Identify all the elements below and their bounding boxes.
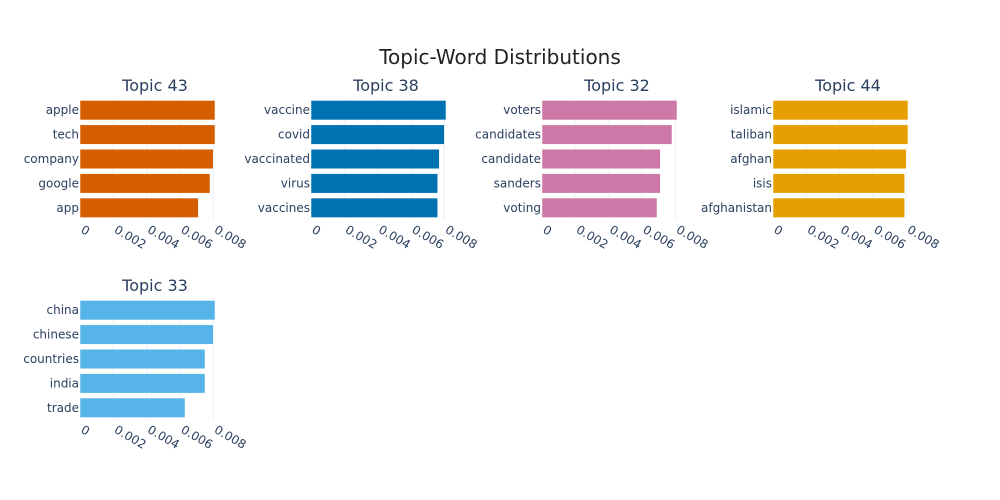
bar-virus [310,173,438,194]
x-tick-label: 0.004 [838,222,875,251]
category-label: india [50,376,79,390]
x-tick-label: 0.008 [905,222,942,251]
x-tick-label: 0.008 [212,222,249,251]
x-tick-label: 0.002 [343,222,380,251]
subplot-title: Topic 43 [121,76,188,95]
category-label: afghanistan [701,201,772,215]
bar-candidate [541,148,661,170]
figure-title: Topic-Word Distributions [378,45,621,69]
x-tick-label: 0.008 [443,222,480,251]
category-label: candidate [481,152,541,166]
x-tick-label: 0.002 [112,222,149,251]
category-label: virus [281,176,310,190]
x-tick-label: 0.006 [179,422,216,451]
bar-app [79,197,199,218]
bar-isis [772,173,905,194]
bar-vaccinated [310,148,440,170]
category-label: app [56,201,79,215]
subplot-2: Topic 38 vaccine covid vaccinated virus vacci… [244,76,479,252]
x-tick-label: 0.004 [145,222,182,251]
x-tick-label: 0.006 [872,222,909,251]
x-tick-label: 0 [541,222,555,238]
bar-sanders [541,173,661,194]
subplot-3: Topic 32 voters candidates candidate sanders… [475,76,710,252]
category-label: trade [47,401,79,415]
x-tick-label: 0 [79,222,93,238]
x-tick-label: 0.002 [574,222,611,251]
subplot-title: Topic 33 [121,276,188,295]
x-tick-label: 0.004 [607,222,644,251]
category-label: voters [503,103,541,117]
x-tick-label: 0.006 [641,222,678,251]
bar-covid [310,124,445,145]
category-label: apple [46,103,79,117]
category-label: sanders [494,176,541,190]
category-label: taliban [731,128,772,142]
category-label: vaccinated [244,152,310,166]
bar-taliban [772,124,909,145]
category-label: candidates [475,128,541,142]
x-tick-label: 0 [772,222,786,238]
category-label: google [38,176,79,190]
bar-candidates [541,124,673,145]
x-tick-label: 0.008 [674,222,711,251]
category-label: vaccines [258,201,310,215]
category-label: voting [503,201,541,215]
bar-india [79,373,206,394]
x-tick-label: 0.004 [145,422,182,451]
bar-islamic [772,100,909,121]
category-label: covid [278,128,310,142]
bar-company [79,148,214,170]
bar-voting [541,197,658,218]
x-tick-label: 0.006 [410,222,447,251]
category-label: countries [23,352,79,366]
x-tick-label: 0.002 [112,422,149,451]
x-tick-label: 0.004 [376,222,413,251]
bar-tech [79,124,216,145]
category-label: islamic [730,103,772,117]
subplot-5: Topic 33chinachinesecountriesindiatrade0… [23,276,248,452]
bar-apple [79,100,216,121]
category-label: vaccine [264,103,310,117]
bar-voters [541,100,678,121]
category-label: afghan [730,152,772,166]
subplot-4: Topic 44 islamic taliban afghan isis afghanis… [701,76,942,252]
subplot-title: Topic 44 [814,76,881,95]
bar-china [79,300,216,321]
x-tick-label: 0.002 [805,222,842,251]
bar-vaccines [310,197,438,218]
x-tick-label: 0 [79,422,93,438]
category-label: tech [53,128,79,142]
subplot-title: Topic 38 [352,76,419,95]
bar-trade [79,397,186,418]
x-tick-label: 0.008 [212,422,249,451]
subplot-title: Topic 32 [583,76,650,95]
bar-afghanistan [772,197,905,218]
bar-afghan [772,148,907,170]
category-label: chinese [33,328,79,342]
bar-chinese [79,324,214,345]
x-tick-label: 0 [310,222,324,238]
bar-countries [79,348,206,370]
bar-google [79,173,211,194]
x-tick-label: 0.006 [179,222,216,251]
category-label: isis [753,176,772,190]
category-label: china [47,303,80,317]
category-label: company [24,152,79,166]
bar-vaccine [310,100,447,121]
